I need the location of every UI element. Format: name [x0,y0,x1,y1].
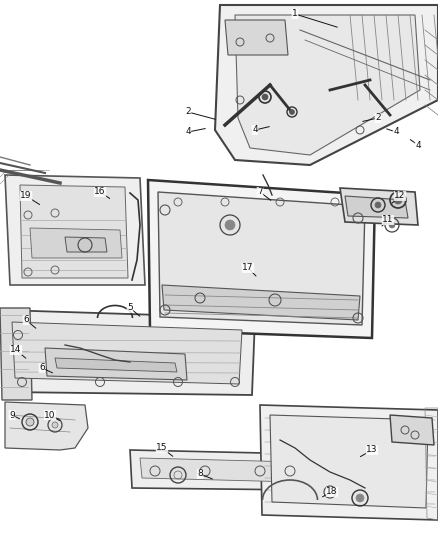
Text: 4: 4 [252,125,258,134]
Text: 8: 8 [197,470,203,479]
Text: 1: 1 [292,10,298,19]
Text: 6: 6 [23,316,29,325]
Text: 18: 18 [326,488,338,497]
Polygon shape [270,415,428,508]
Polygon shape [158,192,365,325]
Circle shape [356,494,364,502]
Polygon shape [162,285,360,320]
Polygon shape [0,308,32,400]
Polygon shape [20,185,128,278]
Text: 16: 16 [94,188,106,197]
Text: 5: 5 [127,303,133,312]
Polygon shape [390,415,434,445]
Text: 7: 7 [257,188,263,197]
Circle shape [26,418,34,426]
Circle shape [52,422,58,428]
Text: 4: 4 [415,141,421,149]
Circle shape [389,222,395,228]
Polygon shape [148,180,375,338]
Polygon shape [140,458,298,482]
Text: 2: 2 [375,114,381,123]
Polygon shape [130,450,308,490]
Circle shape [375,202,381,208]
Text: 19: 19 [20,191,32,200]
Polygon shape [5,402,88,450]
Polygon shape [45,348,187,380]
Text: 13: 13 [366,446,378,455]
Text: 4: 4 [185,127,191,136]
Text: 14: 14 [11,345,22,354]
Text: 17: 17 [242,263,254,272]
Polygon shape [55,358,177,372]
Polygon shape [215,5,438,165]
Text: 9: 9 [9,410,15,419]
Text: 15: 15 [156,443,168,453]
Text: 2: 2 [185,108,191,117]
Polygon shape [225,20,288,55]
Polygon shape [5,175,145,285]
Polygon shape [65,237,107,252]
Text: 10: 10 [44,410,56,419]
Text: 4: 4 [393,127,399,136]
Polygon shape [30,228,122,258]
Polygon shape [2,310,255,395]
Polygon shape [260,405,438,520]
Circle shape [290,109,294,115]
Circle shape [225,220,235,230]
Polygon shape [12,322,242,384]
Text: 11: 11 [382,215,394,224]
Circle shape [262,94,268,100]
Polygon shape [340,188,418,225]
Circle shape [394,196,402,204]
Polygon shape [235,15,420,155]
Text: 6: 6 [39,364,45,373]
Text: 12: 12 [394,191,406,200]
Polygon shape [345,196,408,218]
